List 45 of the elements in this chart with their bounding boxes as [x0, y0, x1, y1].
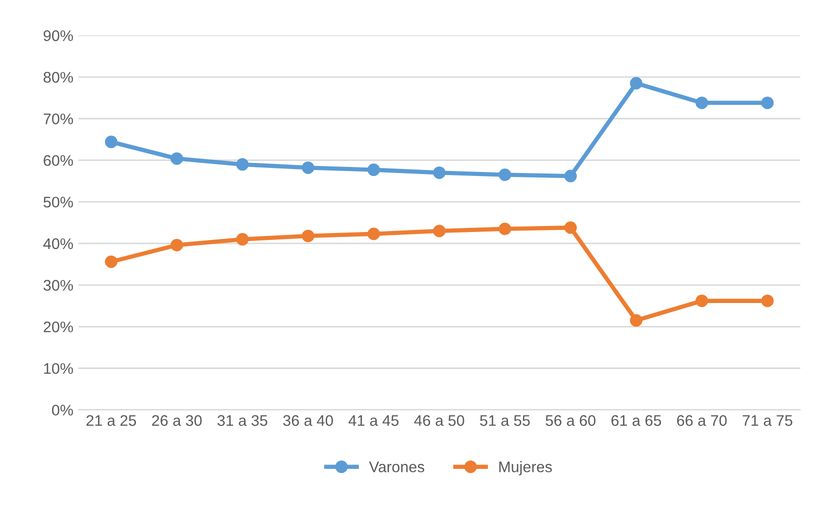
- point: [302, 230, 314, 242]
- y-tick-label: 40%: [43, 238, 73, 250]
- x-tick-label: 66 a 70: [677, 415, 727, 426]
- point: [236, 158, 249, 171]
- legend-label: Varones: [369, 462, 424, 472]
- point: [104, 256, 118, 268]
- x-tick-label: 31 a 35: [218, 415, 268, 426]
- y-tick-label: 80%: [44, 72, 73, 83]
- y-tick-label: 20%: [44, 322, 73, 332]
- x-tick-label: 61 a 65: [611, 415, 662, 426]
- y-tick-label: 60%: [44, 155, 73, 166]
- point: [564, 221, 577, 234]
- point: [367, 164, 380, 176]
- point: [433, 224, 446, 238]
- y-tick-label: 50%: [44, 196, 73, 208]
- point: [761, 294, 774, 308]
- point: [170, 152, 184, 165]
- x-tick-label: 56 a 60: [546, 415, 596, 426]
- x-tick-label: 21 a 25: [86, 415, 136, 426]
- point: [696, 294, 708, 308]
- y-tick-label: 90%: [44, 30, 73, 42]
- point: [564, 170, 577, 182]
- x-tick-label: 71 a 75: [742, 415, 792, 426]
- x-tick-label: 41 a 45: [348, 415, 399, 426]
- point: [696, 96, 708, 110]
- point: [761, 96, 774, 110]
- point: [630, 77, 642, 90]
- y-tick-label: 10%: [44, 363, 73, 374]
- x-tick-label: 36 a 40: [283, 415, 333, 426]
- y-tick-label: 0%: [52, 404, 73, 416]
- point: [302, 161, 314, 174]
- x-tick-label: 26 a 30: [152, 415, 202, 426]
- point: [433, 166, 446, 179]
- point: [104, 136, 118, 148]
- x-tick-label: 51 a 55: [480, 415, 530, 426]
- point: [498, 168, 512, 182]
- point: [367, 228, 380, 240]
- y-tick-label: 70%: [44, 113, 73, 124]
- x-tick-label: 46 a 50: [414, 415, 464, 426]
- point: [170, 238, 184, 252]
- point: [630, 314, 642, 327]
- legend-label: Mujeres: [499, 461, 552, 476]
- point: [236, 233, 249, 246]
- y-tick-label: 30%: [44, 280, 73, 291]
- point: [498, 222, 512, 236]
